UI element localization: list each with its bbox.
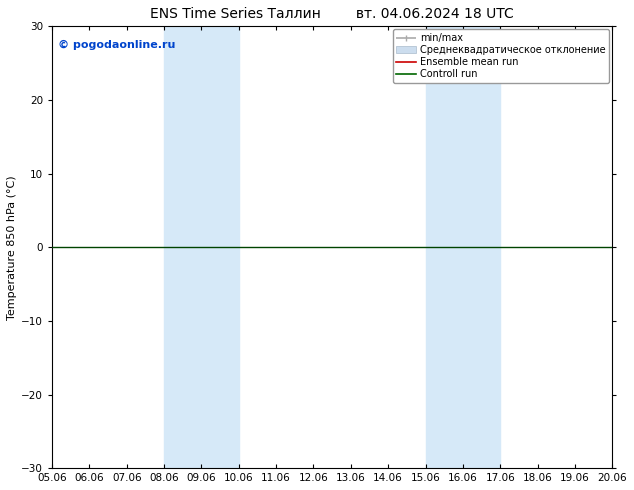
Bar (425, 26, 500, 468)
Y-axis label: Temperature 850 hPa (°C): Temperature 850 hPa (°C) (7, 175, 17, 319)
Legend: min/max, Среднеквадратическое отклонение, Ensemble mean run, Controll run: min/max, Среднеквадратическое отклонение… (392, 29, 609, 83)
Title: ENS Time Series Таллин        вт. 04.06.2024 18 UTC: ENS Time Series Таллин вт. 04.06.2024 18… (150, 7, 514, 21)
Text: © pogodaonline.ru: © pogodaonline.ru (58, 40, 175, 49)
Bar (164, 26, 239, 468)
